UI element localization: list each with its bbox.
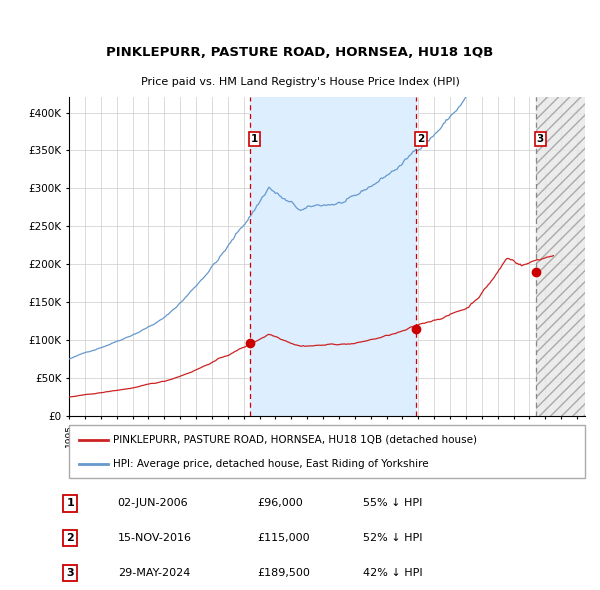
Text: 55% ↓ HPI: 55% ↓ HPI <box>363 499 422 509</box>
Text: £189,500: £189,500 <box>257 568 311 578</box>
Text: £96,000: £96,000 <box>257 499 304 509</box>
FancyBboxPatch shape <box>69 425 585 478</box>
Bar <box>250 97 416 416</box>
Text: 2: 2 <box>417 134 424 144</box>
Text: PINKLEPURR, PASTURE ROAD, HORNSEA, HU18 1QB: PINKLEPURR, PASTURE ROAD, HORNSEA, HU18 … <box>106 46 494 59</box>
Text: 1: 1 <box>251 134 259 144</box>
Text: 1: 1 <box>67 499 74 509</box>
Text: 3: 3 <box>537 134 544 144</box>
Text: 02-JUN-2006: 02-JUN-2006 <box>118 499 188 509</box>
Text: Price paid vs. HM Land Registry's House Price Index (HPI): Price paid vs. HM Land Registry's House … <box>140 77 460 87</box>
Text: HPI: Average price, detached house, East Riding of Yorkshire: HPI: Average price, detached house, East… <box>113 459 428 469</box>
Text: 2: 2 <box>67 533 74 543</box>
Text: 15-NOV-2016: 15-NOV-2016 <box>118 533 192 543</box>
Text: 42% ↓ HPI: 42% ↓ HPI <box>363 568 423 578</box>
Bar <box>536 97 585 416</box>
Text: 52% ↓ HPI: 52% ↓ HPI <box>363 533 423 543</box>
Text: £115,000: £115,000 <box>257 533 310 543</box>
Text: PINKLEPURR, PASTURE ROAD, HORNSEA, HU18 1QB (detached house): PINKLEPURR, PASTURE ROAD, HORNSEA, HU18 … <box>113 435 477 445</box>
Text: 3: 3 <box>67 568 74 578</box>
Text: 29-MAY-2024: 29-MAY-2024 <box>118 568 190 578</box>
Bar <box>536 97 585 416</box>
